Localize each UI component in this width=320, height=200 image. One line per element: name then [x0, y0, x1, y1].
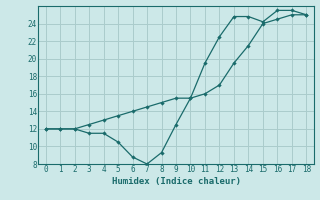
X-axis label: Humidex (Indice chaleur): Humidex (Indice chaleur)	[111, 177, 241, 186]
